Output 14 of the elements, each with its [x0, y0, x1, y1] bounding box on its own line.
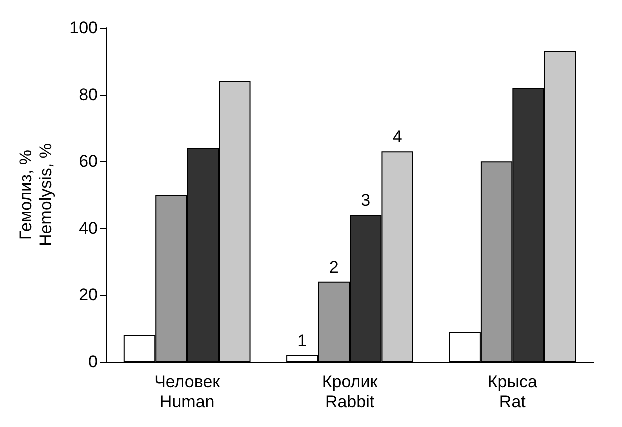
x-tick-label: Человек Human: [154, 372, 221, 412]
y-tick-label: 60: [79, 152, 98, 172]
y-tick-label: 20: [79, 286, 98, 305]
series-label: 3: [361, 191, 371, 210]
x-tick-label: Крыса Rat: [488, 372, 538, 412]
y-tick-label: 0: [88, 352, 98, 372]
y-tick-label: 100: [70, 18, 98, 38]
x-tick-label: Кролик Rabbit: [322, 372, 378, 412]
series-label: 4: [392, 128, 402, 147]
y-tick-label: 80: [79, 85, 98, 104]
series-label: 1: [298, 331, 308, 350]
series-label: 2: [329, 258, 339, 277]
y-axis-title: Гемолиз, % Hemolysis, %: [16, 144, 56, 246]
y-tick-label: 40: [79, 218, 98, 238]
